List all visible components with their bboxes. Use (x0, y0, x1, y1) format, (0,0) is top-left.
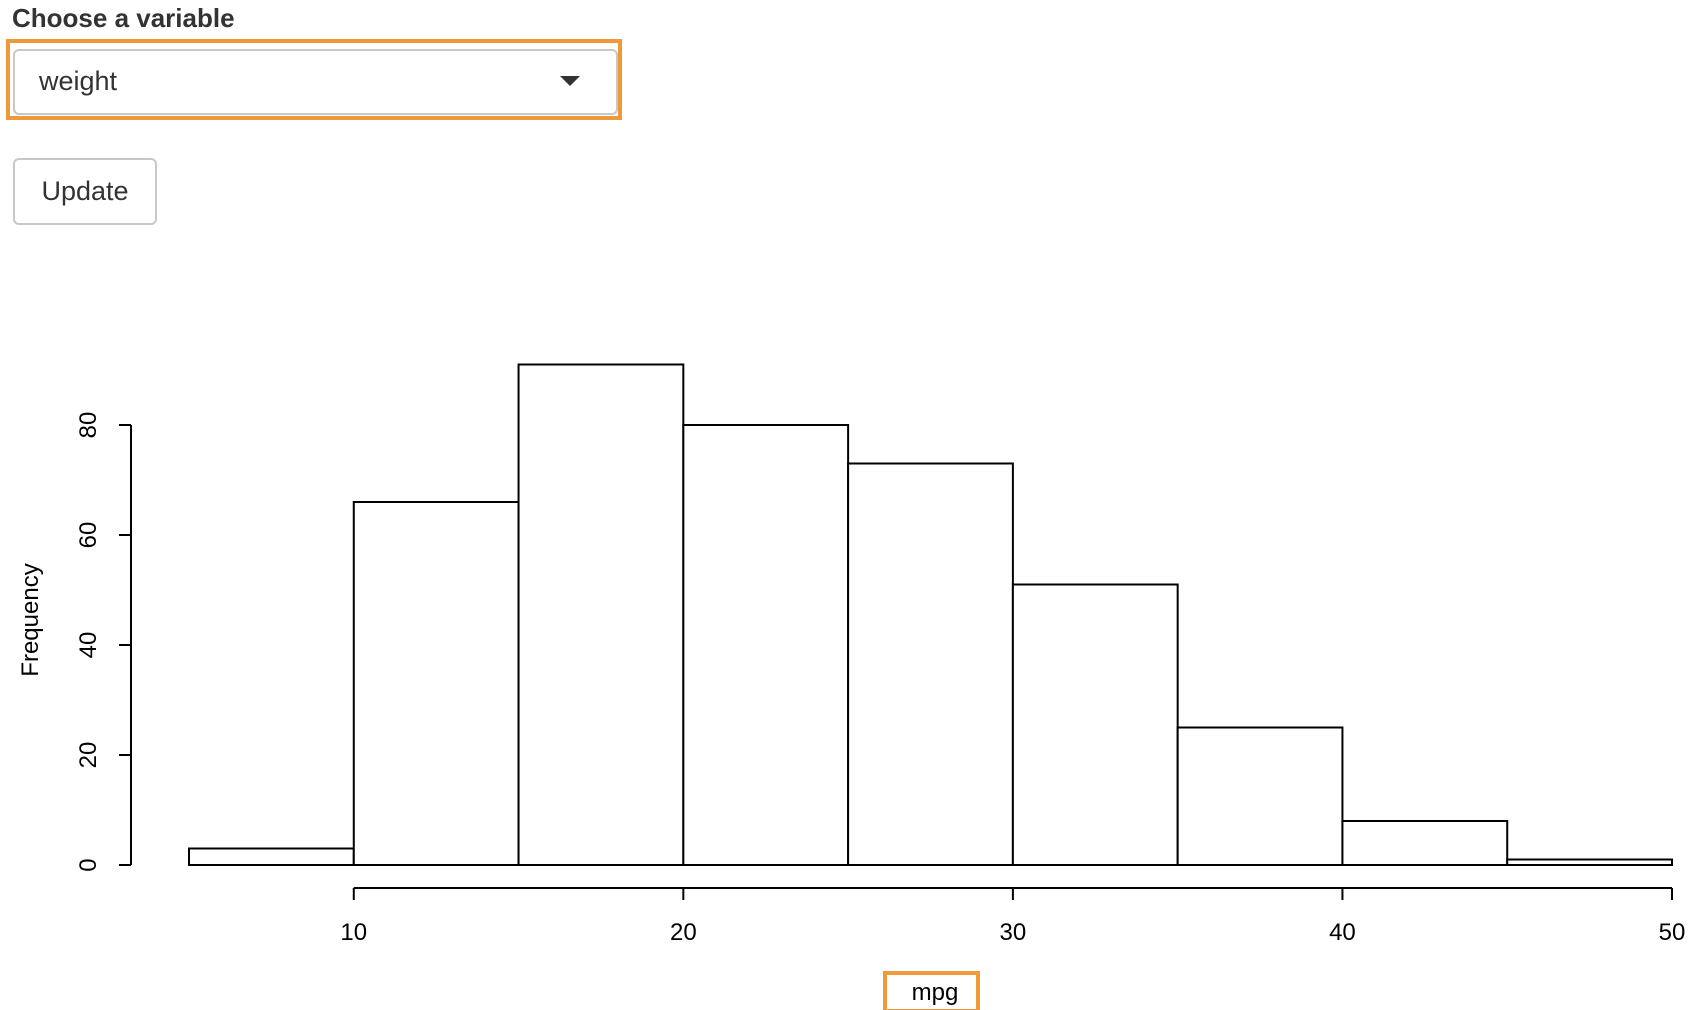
x-tick-label: 50 (1659, 919, 1686, 946)
x-tick-label: 10 (340, 919, 367, 946)
select-highlight-box (6, 39, 622, 120)
xlabel-highlight-box (883, 971, 980, 1010)
variable-select-value: weight (39, 66, 118, 96)
histogram-bar (682, 424, 850, 866)
x-tick-label: 30 (1000, 919, 1027, 946)
histogram-bar (1506, 858, 1673, 866)
y-tick-label: 40 (75, 632, 102, 659)
histogram-bar (1341, 820, 1509, 866)
x-tick-label: 40 (1329, 919, 1356, 946)
variable-select-label: Choose a variable (12, 3, 235, 33)
y-tick-label: 80 (75, 412, 102, 439)
y-axis-label: Frequency (17, 563, 44, 676)
x-axis-label: mpg (912, 979, 959, 1006)
y-tick-label: 0 (75, 858, 102, 871)
y-tick-label: 20 (75, 742, 102, 769)
histogram-bar (1176, 726, 1344, 866)
histogram-bar (847, 462, 1014, 866)
update-button[interactable]: Update (13, 158, 157, 225)
histogram-bar (352, 501, 520, 866)
histogram-bar (188, 847, 355, 866)
histogram-bar (517, 363, 685, 866)
variable-select[interactable]: weight (13, 49, 618, 115)
histogram-bar (1011, 583, 1179, 866)
chevron-down-icon (560, 76, 580, 86)
y-tick-label: 60 (75, 522, 102, 549)
x-tick-label: 20 (670, 919, 697, 946)
